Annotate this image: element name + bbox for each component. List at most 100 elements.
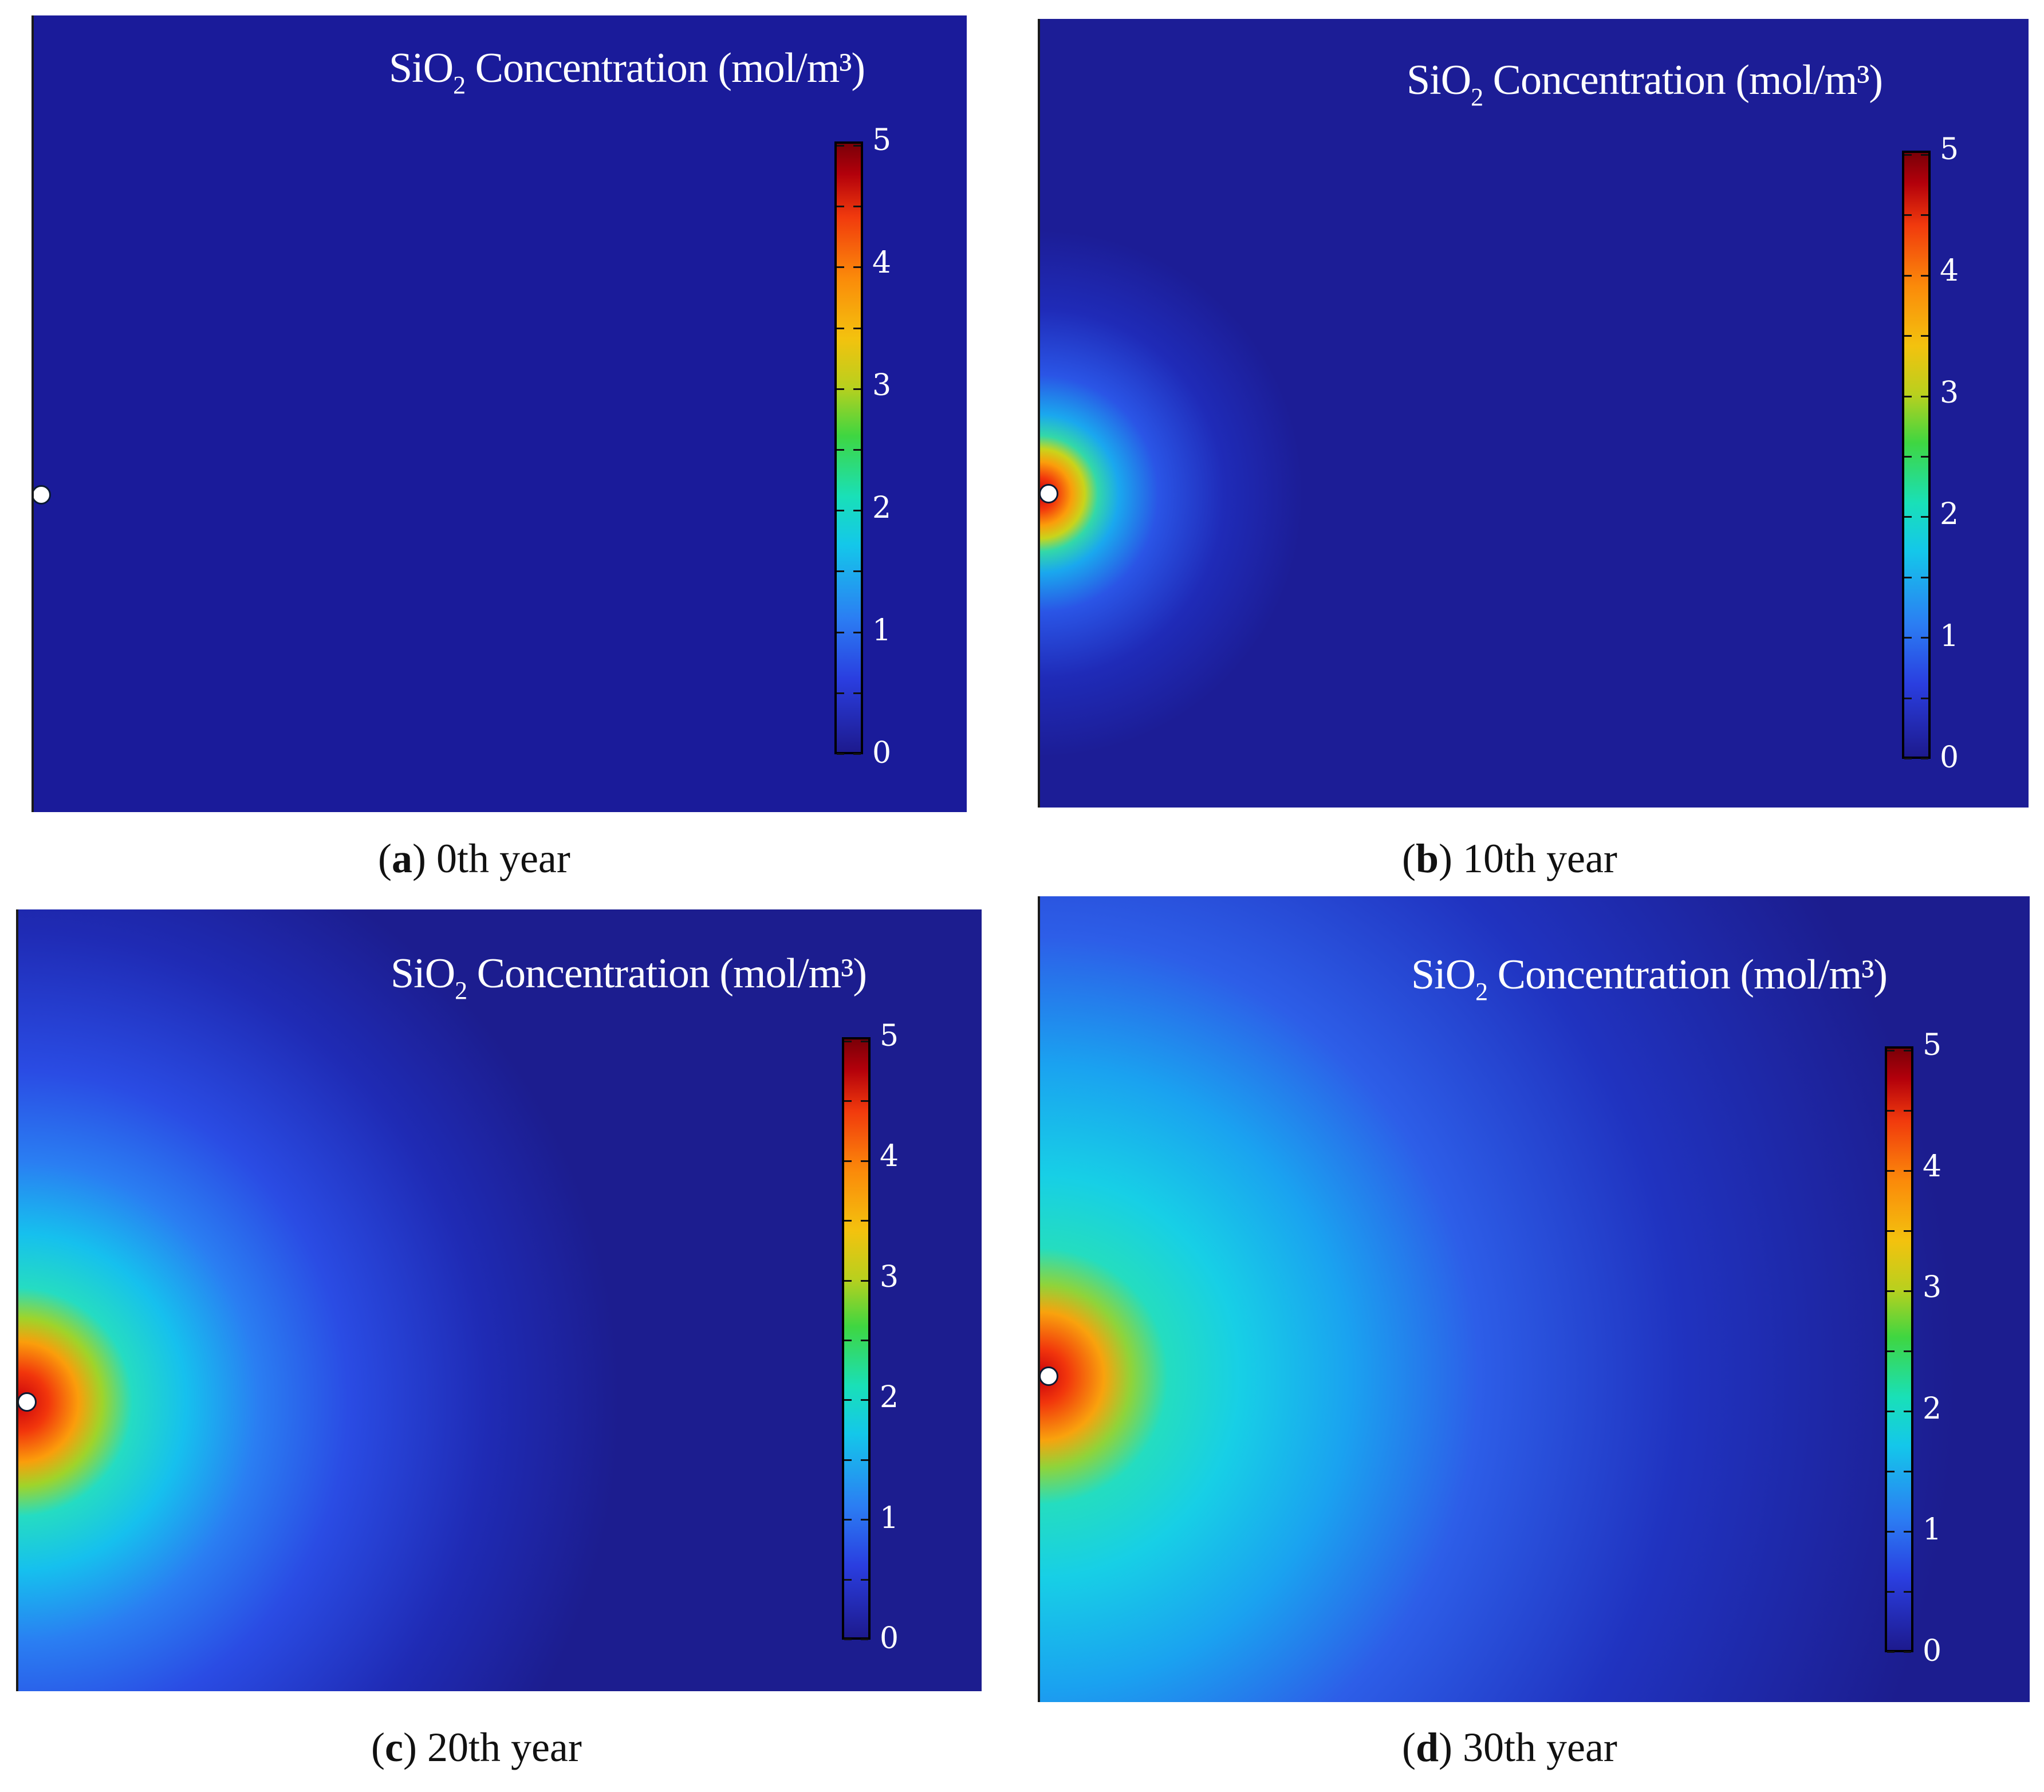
colorbar-tick-mark [861, 1399, 868, 1401]
well-marker-c [18, 1392, 37, 1412]
colorbar-tick-label: 4 [880, 1139, 899, 1174]
colorbar-tick-mark [1921, 697, 1928, 699]
colorbar-tick-label: 0 [872, 736, 892, 770]
colorbar-tick-mark [853, 510, 861, 512]
colorbar-tick-mark [1887, 1230, 1895, 1232]
colorbar-tick-mark [1904, 758, 1912, 759]
colorbar-tick-label: 5 [1940, 132, 1959, 167]
colorbar-tick-mark [1921, 214, 1928, 216]
colorbar-tick-mark [853, 206, 861, 208]
colorbar-tick-mark [1904, 274, 1912, 277]
colorbar-tick-mark [1887, 1290, 1895, 1292]
colorbar-tick-mark [1887, 1471, 1895, 1472]
colorbar-title-d: SiO2 Concentration (mol/m³) [1411, 951, 1888, 1006]
colorbar-tick-mark [1887, 1531, 1895, 1533]
colorbar-a [834, 141, 863, 755]
colorbar-tick-mark [837, 145, 844, 147]
colorbar-tick-mark [1904, 1170, 1911, 1172]
colorbar-tick-mark [1904, 1230, 1911, 1232]
colorbar-tick-mark [837, 449, 844, 451]
colorbar-tick-mark [1921, 154, 1928, 156]
colorbar-tick-mark [844, 1639, 852, 1640]
colorbar-tick-label: 1 [1940, 619, 1959, 653]
colorbar-d [1885, 1046, 1913, 1653]
concentration-field-b [1040, 19, 2029, 808]
colorbar-tick-label: 5 [880, 1019, 899, 1053]
colorbar-tick-mark [1904, 1050, 1911, 1051]
colorbar-tick-mark [1904, 1350, 1911, 1352]
colorbar-tick-mark [1887, 1170, 1895, 1172]
colorbar-tick-mark [844, 1279, 852, 1282]
colorbar-tick-label: 0 [1923, 1634, 1942, 1668]
colorbar-tick-mark [837, 388, 844, 390]
colorbar-tick-mark [1904, 576, 1912, 578]
colorbar-tick-mark [861, 1279, 868, 1282]
colorbar-tick-mark [861, 1639, 868, 1640]
colorbar-tick-mark [853, 327, 861, 329]
colorbar-tick-mark [1904, 1531, 1911, 1533]
colorbar-tick-label: 3 [1923, 1270, 1942, 1305]
colorbar-tick-mark [1921, 758, 1928, 759]
colorbar-tick-mark [1904, 456, 1912, 458]
colorbar-tick-mark [853, 692, 861, 694]
heatmap-panel-d: SiO2 Concentration (mol/m³) 0 1 2 3 4 5 [1038, 896, 2030, 1702]
colorbar-tick-mark [844, 1399, 852, 1401]
colorbar-tick-mark [1904, 1290, 1911, 1292]
caption-c: (c) 20th year [371, 1724, 582, 1770]
colorbar-tick-mark [853, 449, 861, 451]
colorbar-tick-mark [837, 753, 844, 755]
colorbar-tick-mark [1887, 1350, 1895, 1352]
colorbar-tick-label: 2 [1923, 1391, 1942, 1426]
well-marker-d [1040, 1366, 1058, 1386]
colorbar-tick-label: 3 [872, 368, 892, 403]
colorbar-tick-mark [1887, 1050, 1895, 1051]
colorbar-tick-mark [1904, 516, 1912, 518]
colorbar-b [1902, 151, 1931, 759]
colorbar-title-b: SiO2 Concentration (mol/m³) [1407, 57, 1883, 111]
colorbar-tick-mark [861, 1100, 868, 1102]
colorbar-tick-label: 1 [1923, 1513, 1942, 1547]
colorbar-tick-mark [1904, 1411, 1911, 1412]
colorbar-tick-mark [861, 1160, 868, 1162]
colorbar-tick-mark [844, 1160, 852, 1162]
caption-a: (a) 0th year [378, 836, 570, 881]
concentration-field-c [18, 909, 982, 1691]
colorbar-tick-mark [1904, 1471, 1911, 1472]
colorbar-tick-mark [1921, 576, 1928, 578]
colorbar-title-c: SiO2 Concentration (mol/m³) [391, 950, 867, 1005]
colorbar-tick-label: 4 [1923, 1149, 1942, 1184]
colorbar-tick-mark [1904, 395, 1912, 397]
colorbar-tick-mark [853, 631, 861, 633]
colorbar-tick-mark [861, 1459, 868, 1461]
colorbar-tick-label: 4 [872, 246, 892, 280]
colorbar-tick-label: 2 [1940, 497, 1959, 532]
colorbar-tick-mark [837, 631, 844, 633]
colorbar-tick-mark [1904, 335, 1912, 337]
colorbar-tick-mark [1904, 1110, 1911, 1112]
colorbar-tick-mark [1904, 1591, 1911, 1593]
colorbar-tick-mark [837, 570, 844, 573]
concentration-field-d [1040, 896, 2030, 1702]
colorbar-tick-mark [1921, 274, 1928, 277]
colorbar-tick-mark [853, 388, 861, 390]
colorbar-tick-mark [1921, 516, 1928, 518]
colorbar-tick-label: 2 [880, 1380, 899, 1415]
colorbar-tick-mark [844, 1340, 852, 1341]
colorbar-tick-mark [1904, 154, 1912, 156]
colorbar-tick-mark [844, 1459, 852, 1461]
caption-d: (d) 30th year [1402, 1724, 1617, 1770]
colorbar-tick-mark [853, 570, 861, 573]
colorbar-tick-mark [1887, 1110, 1895, 1112]
colorbar-tick-label: 0 [1940, 741, 1959, 775]
colorbar-tick-label: 3 [880, 1259, 899, 1294]
colorbar-tick-label: 1 [872, 613, 892, 648]
colorbar-tick-mark [1921, 395, 1928, 397]
colorbar-tick-mark [1921, 335, 1928, 337]
colorbar-tick-mark [844, 1578, 852, 1581]
colorbar-tick-label: 1 [880, 1500, 899, 1535]
colorbar-tick-mark [853, 266, 861, 269]
colorbar-tick-mark [837, 327, 844, 329]
caption-b: (b) 10th year [1402, 836, 1617, 881]
concentration-field-a [34, 15, 967, 812]
colorbar-tick-mark [837, 206, 844, 208]
